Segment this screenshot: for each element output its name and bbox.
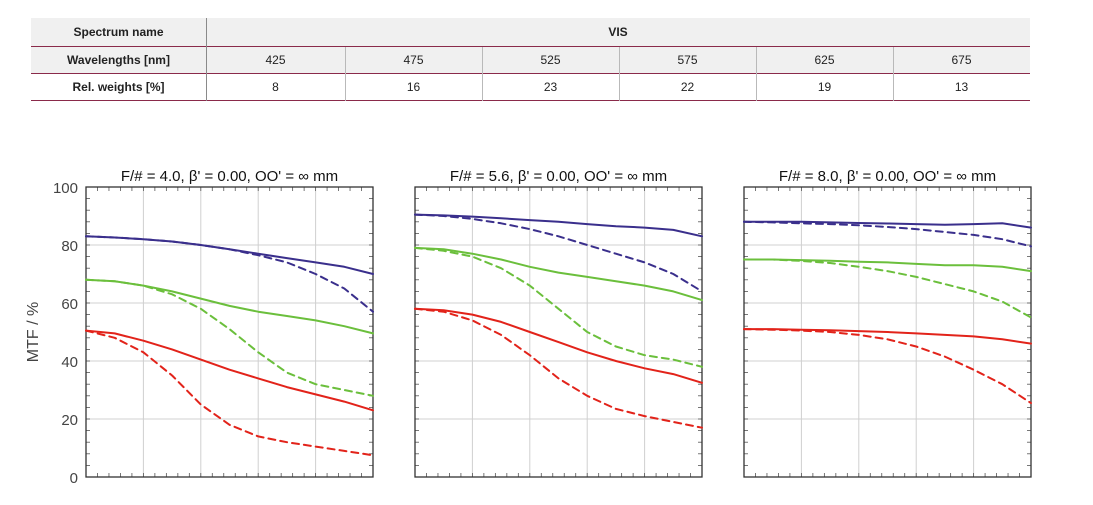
table-row: Wavelengths [nm] 425 475 525 575 625 675 bbox=[31, 47, 1030, 74]
plot-frame bbox=[414, 186, 703, 478]
series-line-red-solid bbox=[743, 328, 1032, 345]
table-cell: 525 bbox=[540, 53, 561, 67]
series-line-blue-dashed bbox=[85, 235, 374, 313]
chart-title: F/# = 5.6, β' = 0.00, OO' = ∞ mm bbox=[450, 168, 667, 185]
plot-frame bbox=[743, 186, 1032, 478]
column-divider bbox=[893, 47, 894, 101]
series-line-blue-solid bbox=[743, 220, 1032, 229]
column-divider bbox=[619, 47, 620, 101]
table-cell: 475 bbox=[403, 53, 424, 67]
series-line-red-solid bbox=[414, 307, 703, 384]
y-tick-label: 80 bbox=[61, 238, 78, 255]
series-line-green-solid bbox=[743, 258, 1032, 273]
table-cell: VIS bbox=[608, 25, 628, 39]
table-cell: 575 bbox=[677, 53, 698, 67]
table-cell: 16 bbox=[406, 80, 421, 94]
plot-frame bbox=[85, 186, 374, 478]
series-line-green-dashed bbox=[414, 246, 703, 368]
series-line-red-dashed bbox=[85, 329, 374, 457]
table-cell: 625 bbox=[814, 53, 835, 67]
series-line-blue-dashed bbox=[414, 213, 703, 293]
row-label: Wavelengths [nm] bbox=[67, 53, 170, 67]
column-divider bbox=[482, 47, 483, 101]
table-cell: 8 bbox=[272, 80, 279, 94]
y-axis-label: MTF / % bbox=[25, 302, 42, 362]
series-line-blue-solid bbox=[414, 213, 703, 238]
table-row: Spectrum name VIS bbox=[31, 18, 1030, 47]
table-row: Rel. weights [%] 8 16 23 22 19 13 bbox=[31, 74, 1030, 101]
series-line-blue-dashed bbox=[743, 220, 1032, 248]
series-line-red-solid bbox=[85, 329, 374, 412]
chart-title: F/# = 4.0, β' = 0.00, OO' = ∞ mm bbox=[121, 168, 338, 185]
table-cell: 23 bbox=[543, 80, 558, 94]
series-line-green-solid bbox=[414, 246, 703, 302]
series-line-blue-solid bbox=[85, 235, 374, 275]
chart-title: F/# = 8.0, β' = 0.00, OO' = ∞ mm bbox=[779, 168, 996, 185]
spectrum-table: Spectrum name VIS Wavelengths [nm] 425 4… bbox=[31, 18, 1030, 101]
y-tick-label: 60 bbox=[61, 296, 78, 313]
y-tick-label: 0 bbox=[70, 470, 78, 487]
column-divider bbox=[756, 47, 757, 101]
column-divider bbox=[206, 18, 207, 101]
table-cell: 22 bbox=[680, 80, 695, 94]
y-tick-label: 100 bbox=[53, 180, 78, 197]
y-tick-label: 40 bbox=[61, 354, 78, 371]
mtf-chart-svg: F/# = 4.0, β' = 0.00, OO' = ∞ mm F/# = 5.… bbox=[25, 168, 1032, 487]
row-label: Spectrum name bbox=[73, 25, 164, 39]
series-line-green-solid bbox=[85, 278, 374, 335]
table-cell: 13 bbox=[954, 80, 969, 94]
table-cell: 19 bbox=[817, 80, 832, 94]
table-cell: 675 bbox=[951, 53, 972, 67]
series-line-red-dashed bbox=[414, 307, 703, 429]
table-cell: 425 bbox=[265, 53, 286, 67]
column-divider bbox=[345, 47, 346, 101]
mtf-charts: F/# = 4.0, β' = 0.00, OO' = ∞ mm F/# = 5.… bbox=[0, 150, 1093, 505]
series-line-green-dashed bbox=[743, 258, 1032, 319]
series-line-green-dashed bbox=[85, 278, 374, 397]
series-line-red-dashed bbox=[743, 328, 1032, 405]
y-tick-label: 20 bbox=[61, 412, 78, 429]
row-label: Rel. weights [%] bbox=[72, 80, 165, 94]
